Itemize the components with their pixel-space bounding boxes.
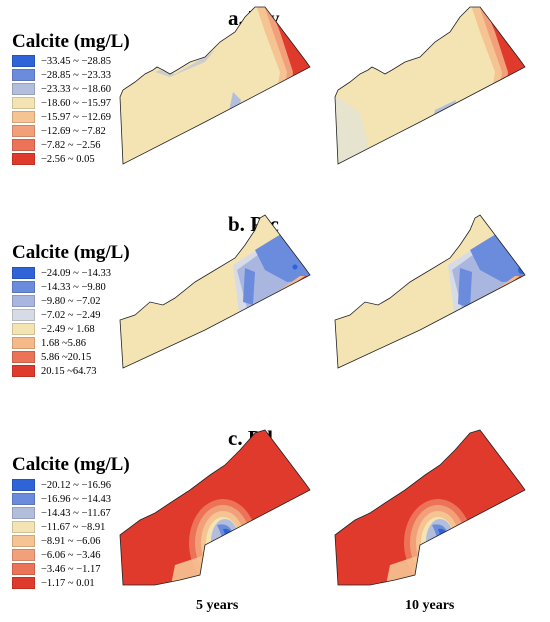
legend-item: −2.56 ~ 0.05 (12, 152, 111, 166)
legend-item: −24.09 ~ −14.33 (12, 266, 111, 280)
panel-b-legend-title: Calcite (mg/L) (12, 242, 130, 263)
legend-item: −2.49 ~ 1.68 (12, 322, 111, 336)
legend-label: 1.68 ~5.86 (41, 337, 87, 349)
map-b-10-years (334, 214, 526, 369)
legend-item: −18.60 ~ −15.97 (12, 96, 111, 110)
legend-swatch (12, 549, 35, 561)
legend-item: −11.67 ~ −8.91 (12, 520, 111, 534)
legend-swatch (12, 295, 35, 307)
legend-swatch (12, 563, 35, 575)
legend-item: −23.33 ~ −18.60 (12, 82, 111, 96)
legend-swatch (12, 323, 35, 335)
legend-label: −28.85 ~ −23.33 (41, 69, 112, 81)
legend-swatch (12, 139, 35, 151)
map-b-5-years (119, 214, 311, 369)
panel-c-letter: c. (228, 426, 248, 450)
legend-label: −11.67 ~ −8.91 (41, 521, 106, 533)
legend-item: −14.43 ~ −11.67 (12, 506, 111, 520)
legend-swatch (12, 535, 35, 547)
legend-label: −16.96 ~ −14.43 (41, 493, 112, 505)
panel-b-legend: −24.09 ~ −14.33 −14.33 ~ −9.80 −9.80 ~ −7.… (12, 266, 111, 378)
legend-swatch (12, 577, 35, 589)
legend-item: −12.69 ~ −7.82 (12, 124, 111, 138)
legend-swatch (12, 507, 35, 519)
legend-label: −7.82 ~ −2.56 (41, 139, 101, 151)
legend-item: −3.46 ~ −1.17 (12, 562, 111, 576)
legend-swatch (12, 521, 35, 533)
legend-item: −33.45 ~ −28.85 (12, 54, 111, 68)
legend-label: −9.80 ~ −7.02 (41, 295, 101, 307)
legend-swatch (12, 69, 35, 81)
legend-swatch (12, 111, 35, 123)
panel-c-legend: −20.12 ~ −16.96 −16.96 ~ −14.43 −14.43 ~ −… (12, 478, 111, 590)
map-c-5-years (119, 429, 311, 586)
legend-label: −33.45 ~ −28.85 (41, 55, 112, 67)
legend-item: 5.86 ~20.15 (12, 350, 111, 364)
map-a-10-years (334, 6, 526, 165)
legend-swatch (12, 281, 35, 293)
map-c-10-years (334, 429, 526, 586)
legend-label: −20.12 ~ −16.96 (41, 479, 112, 491)
map-a-5-years (119, 6, 311, 165)
legend-label: −8.91 ~ −6.06 (41, 535, 101, 547)
legend-item: −7.02 ~ −2.49 (12, 308, 111, 322)
legend-item: −16.96 ~ −14.43 (12, 492, 111, 506)
legend-item: −20.12 ~ −16.96 (12, 478, 111, 492)
legend-item: 1.68 ~5.86 (12, 336, 111, 350)
panel-a-letter: a. (228, 6, 249, 30)
legend-label: −18.60 ~ −15.97 (41, 97, 112, 109)
panel-a-legend: −33.45 ~ −28.85 −28.85 ~ −23.33 −23.33 ~ −… (12, 54, 111, 166)
legend-label: 5.86 ~20.15 (41, 351, 92, 363)
legend-item: −14.33 ~ −9.80 (12, 280, 111, 294)
legend-label: −7.02 ~ −2.49 (41, 309, 101, 321)
legend-label: 20.15 ~64.73 (41, 365, 97, 377)
legend-item: −1.17 ~ 0.01 (12, 576, 111, 590)
legend-item: −7.82 ~ −2.56 (12, 138, 111, 152)
legend-swatch (12, 493, 35, 505)
legend-label: −3.46 ~ −1.17 (41, 563, 101, 575)
legend-label: −14.33 ~ −9.80 (41, 281, 106, 293)
legend-swatch (12, 479, 35, 491)
legend-label: −23.33 ~ −18.60 (41, 83, 112, 95)
legend-label: −14.43 ~ −11.67 (41, 507, 111, 519)
legend-label: −6.06 ~ −3.46 (41, 549, 101, 561)
legend-item: 20.15 ~64.73 (12, 364, 111, 378)
legend-item: −6.06 ~ −3.46 (12, 548, 111, 562)
panel-a-formula-tail: y (269, 6, 280, 30)
legend-swatch (12, 267, 35, 279)
legend-label: −2.49 ~ 1.68 (41, 323, 95, 335)
legend-label: −2.56 ~ 0.05 (41, 153, 95, 165)
legend-label: −12.69 ~ −7.82 (41, 125, 106, 137)
legend-swatch (12, 309, 35, 321)
legend-swatch (12, 337, 35, 349)
panel-c-legend-title: Calcite (mg/L) (12, 454, 130, 475)
legend-item: −9.80 ~ −7.02 (12, 294, 111, 308)
panel-b-formula-tail: c (269, 212, 279, 236)
legend-item: −15.97 ~ −12.69 (12, 110, 111, 124)
label-5-years: 5 years (196, 598, 239, 613)
legend-swatch (12, 365, 35, 377)
legend-item: −8.91 ~ −6.06 (12, 534, 111, 548)
label-10-years: 10 years (405, 598, 455, 613)
panel-b-letter: b. (228, 212, 251, 236)
legend-swatch (12, 83, 35, 95)
legend-swatch (12, 97, 35, 109)
legend-swatch (12, 55, 35, 67)
legend-swatch (12, 153, 35, 165)
panel-a-legend-title: Calcite (mg/L) (12, 31, 130, 52)
legend-label: −24.09 ~ −14.33 (41, 267, 112, 279)
legend-swatch (12, 351, 35, 363)
legend-label: −15.97 ~ −12.69 (41, 111, 112, 123)
legend-label: −1.17 ~ 0.01 (41, 577, 95, 589)
legend-item: −28.85 ~ −23.33 (12, 68, 111, 82)
legend-swatch (12, 125, 35, 137)
